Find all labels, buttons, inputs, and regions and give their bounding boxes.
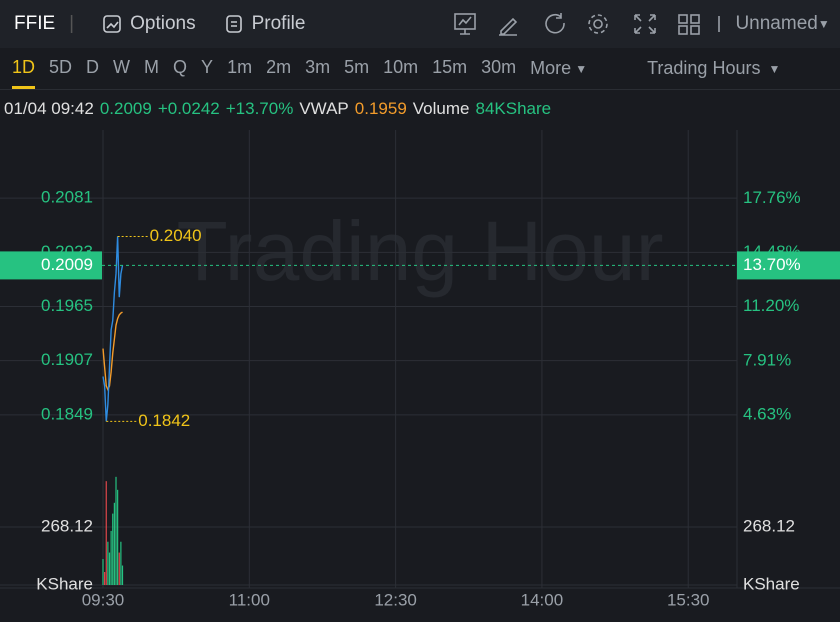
period[interactable]: 10m (383, 56, 419, 77)
last-price-label: 0.2009 (41, 255, 93, 274)
annotation: 0.1842 (138, 411, 190, 430)
vwap-line (102, 311, 123, 392)
y-tick-label: 0.2023 (41, 242, 93, 261)
change-pct: +13.70% (225, 99, 294, 118)
period[interactable]: 3m (305, 56, 331, 77)
y-tick-label: 0.1849 (41, 404, 93, 423)
last-price-tag (0, 251, 102, 280)
period[interactable]: D (86, 56, 100, 77)
volume-bar (108, 552, 111, 585)
volume-bar (102, 559, 104, 585)
period-bar: 1D 5D D W M Q Y 1m 2m 3m 5m 10m 15m 30m More ▼ Trading… (0, 48, 840, 90)
y-tick-label: 0.1965 (41, 296, 93, 315)
period[interactable]: 5D (49, 56, 73, 77)
price-line (102, 236, 124, 422)
period[interactable]: Q (173, 56, 188, 77)
volume-bar (112, 513, 114, 585)
period[interactable]: 30m (481, 56, 517, 77)
separator: | (69, 13, 75, 34)
symbol[interactable]: FFIE (14, 13, 56, 34)
volume-bar (120, 541, 122, 585)
icon (225, 15, 242, 33)
icon (103, 15, 121, 33)
dropdown-arrow: ▼ (817, 17, 830, 31)
last-pct-tag (737, 251, 840, 280)
period[interactable]: 1m (227, 56, 253, 77)
session[interactable]: Trading Hours (647, 58, 761, 78)
last-pct-label: 13.70% (743, 255, 801, 274)
v-tick-label: KShare (36, 574, 93, 593)
quote-line: 01/04 09:42 0.2009 +0.0242 +13.70% VWAP … (0, 92, 840, 126)
vwap-label: VWAP (299, 99, 349, 118)
volume-bar (110, 530, 112, 585)
y2-tick-label: 17.76% (743, 188, 801, 207)
y2-tick-label: 14.48% (743, 242, 801, 261)
dropdown-arrow: ▼ (575, 61, 588, 76)
x-tick-label: 14:00 (521, 590, 564, 609)
profile-tab[interactable]: Profile (224, 13, 306, 35)
x-tick-label: 11:00 (229, 590, 270, 609)
y2-tick-label: 7.91% (743, 350, 791, 369)
volume-bar (113, 502, 115, 585)
y2-tick-label: 11.20% (743, 296, 799, 315)
price: 0.2009 (99, 99, 152, 118)
more[interactable]: More (530, 58, 572, 78)
volume-bar (121, 565, 124, 585)
volume-bar (115, 476, 117, 585)
header: FFIE | Options Profile Unnamed ▼ (0, 0, 840, 48)
period[interactable]: Y (201, 56, 214, 77)
x-tick-label: 09:30 (82, 590, 125, 609)
layout-name[interactable]: Unnamed (735, 13, 818, 34)
period[interactable]: 1D (12, 49, 36, 89)
volume-label: Volume (412, 99, 470, 118)
period[interactable]: 5m (344, 56, 370, 77)
v-tick-label: 268.12 (743, 516, 795, 535)
x-tick-label: 15:30 (667, 590, 710, 609)
change: +0.0242 (157, 99, 220, 118)
time: 01/04 09:42 (4, 99, 94, 118)
volume-bar (117, 489, 119, 585)
annotation: 0.2040 (150, 226, 202, 245)
y2-tick-label: 4.63% (743, 405, 791, 424)
volume: 84KShare (475, 99, 552, 118)
volume-bar (105, 481, 107, 585)
period[interactable]: 15m (432, 56, 468, 77)
x-tick-label: 12:30 (374, 590, 417, 609)
dropdown-arrow: ▼ (768, 61, 781, 76)
y-tick-label: 0.2081 (41, 188, 93, 207)
toolbar-icons[interactable] (453, 11, 723, 37)
tab-label: Options (130, 13, 196, 34)
volume-bar (104, 572, 106, 585)
volume-bar (118, 552, 120, 585)
periods: 1D 5D D W M Q Y 1m 2m 3m 5m 10m 15m 30m (12, 49, 530, 89)
volume-bar (107, 541, 109, 585)
period[interactable]: 2m (266, 56, 292, 77)
period[interactable]: M (144, 56, 160, 77)
y-tick-label: 0.1907 (41, 350, 93, 369)
v-tick-label: 268.12 (41, 516, 93, 535)
options-tab[interactable]: Options (102, 13, 196, 35)
watermark: Trading Hour (176, 204, 663, 298)
tab-label: Profile (251, 13, 306, 34)
v-tick-label: KShare (743, 574, 800, 593)
vwap: 0.1959 (354, 99, 407, 118)
period[interactable]: W (113, 56, 131, 77)
